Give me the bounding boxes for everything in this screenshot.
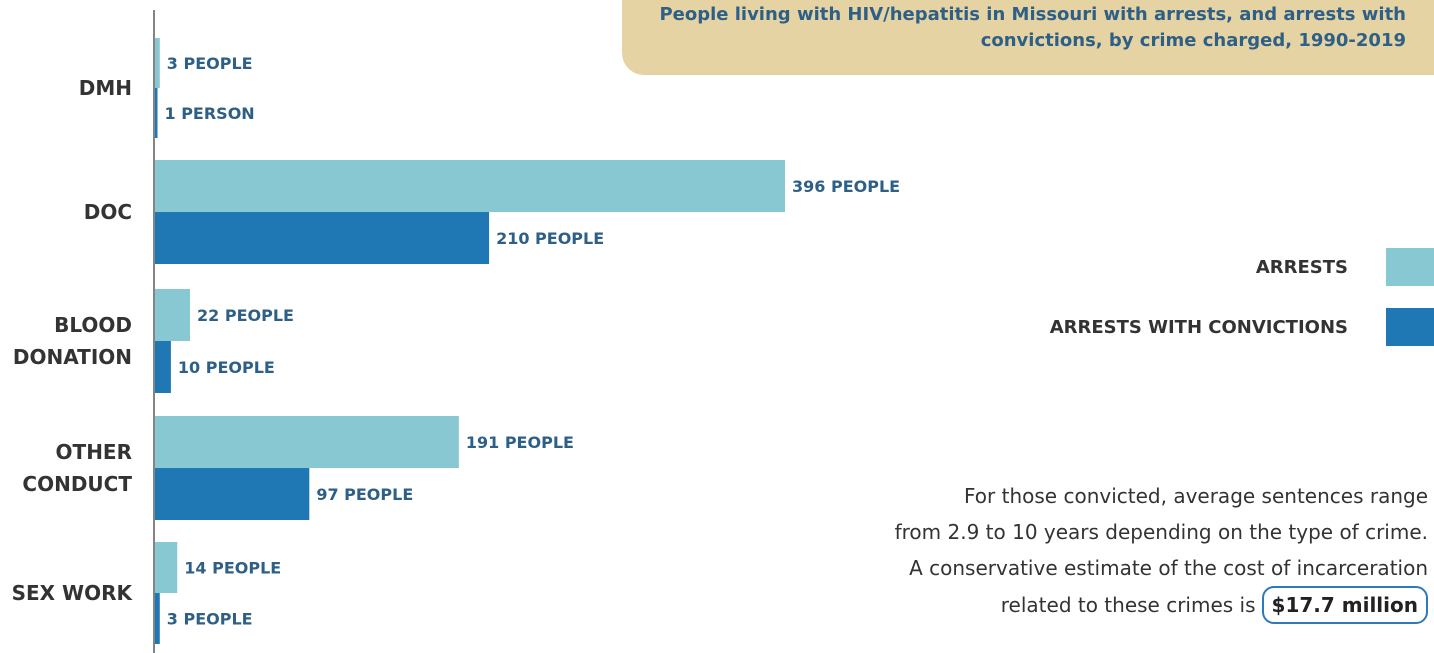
category-label: CONDUCT [22, 472, 132, 496]
category-label: SEX WORK [12, 581, 134, 605]
bar-blood-donation-arrests [155, 289, 190, 341]
bar-dmh-arrests [155, 38, 160, 88]
legend-item-convictions: ARRESTS WITH CONVICTIONS [1050, 308, 1434, 346]
category-label: DOC [84, 200, 132, 224]
legend-item-arrests: ARRESTS [1256, 248, 1434, 286]
legend-swatch-convictions [1386, 308, 1434, 346]
legend-swatch-arrests [1386, 248, 1434, 286]
category-label: OTHER [56, 440, 132, 464]
legend-label-convictions: ARRESTS WITH CONVICTIONS [1049, 316, 1348, 338]
cost-highlight: $17.7 million [1261, 586, 1428, 624]
value-label: 210 PEOPLE [496, 229, 604, 248]
legend-label-arrests: ARRESTS [1255, 256, 1348, 278]
value-label: 396 PEOPLE [792, 177, 900, 196]
bar-other-conduct-arrests [155, 416, 459, 468]
bar-sex-work-convictions [155, 593, 160, 644]
note-line-1: For those convicted, average sentences r… [964, 484, 1428, 508]
bar-other-conduct-convictions [155, 468, 310, 520]
value-label: 97 PEOPLE [316, 485, 413, 504]
note-line-3: A conservative estimate of the cost of i… [909, 556, 1428, 580]
value-label: 3 PEOPLE [167, 610, 253, 629]
bar-doc-arrests [155, 160, 785, 212]
value-label: 3 PEOPLE [167, 54, 253, 73]
category-label: DONATION [13, 345, 132, 369]
bar-doc-convictions [155, 212, 490, 264]
value-label: 14 PEOPLE [184, 559, 281, 578]
value-label: 191 PEOPLE [466, 433, 574, 452]
bars-group: 3 PEOPLE 1 PERSON DMH 396 PEOPLE 210 PEOPLE D… [12, 38, 900, 644]
chart-title: People living with HIV/hepatitis in Miss… [622, 0, 1434, 75]
value-label: 22 PEOPLE [197, 306, 294, 325]
value-label: 1 PERSON [165, 104, 255, 123]
category-label: BLOOD [54, 313, 132, 337]
bar-sex-work-arrests [155, 542, 178, 593]
bar-dmh-convictions [155, 88, 158, 138]
bar-blood-donation-convictions [155, 341, 171, 393]
note-line-4-text: related to these crimes is [1000, 593, 1256, 617]
sentence-note: For those convicted, average sentences r… [728, 478, 1428, 624]
value-label: 10 PEOPLE [178, 358, 275, 377]
category-label: DMH [79, 76, 132, 100]
note-line-2: from 2.9 to 10 years depending on the ty… [894, 520, 1428, 544]
note-line-4: related to these crimes is $17.7 million [728, 586, 1428, 624]
